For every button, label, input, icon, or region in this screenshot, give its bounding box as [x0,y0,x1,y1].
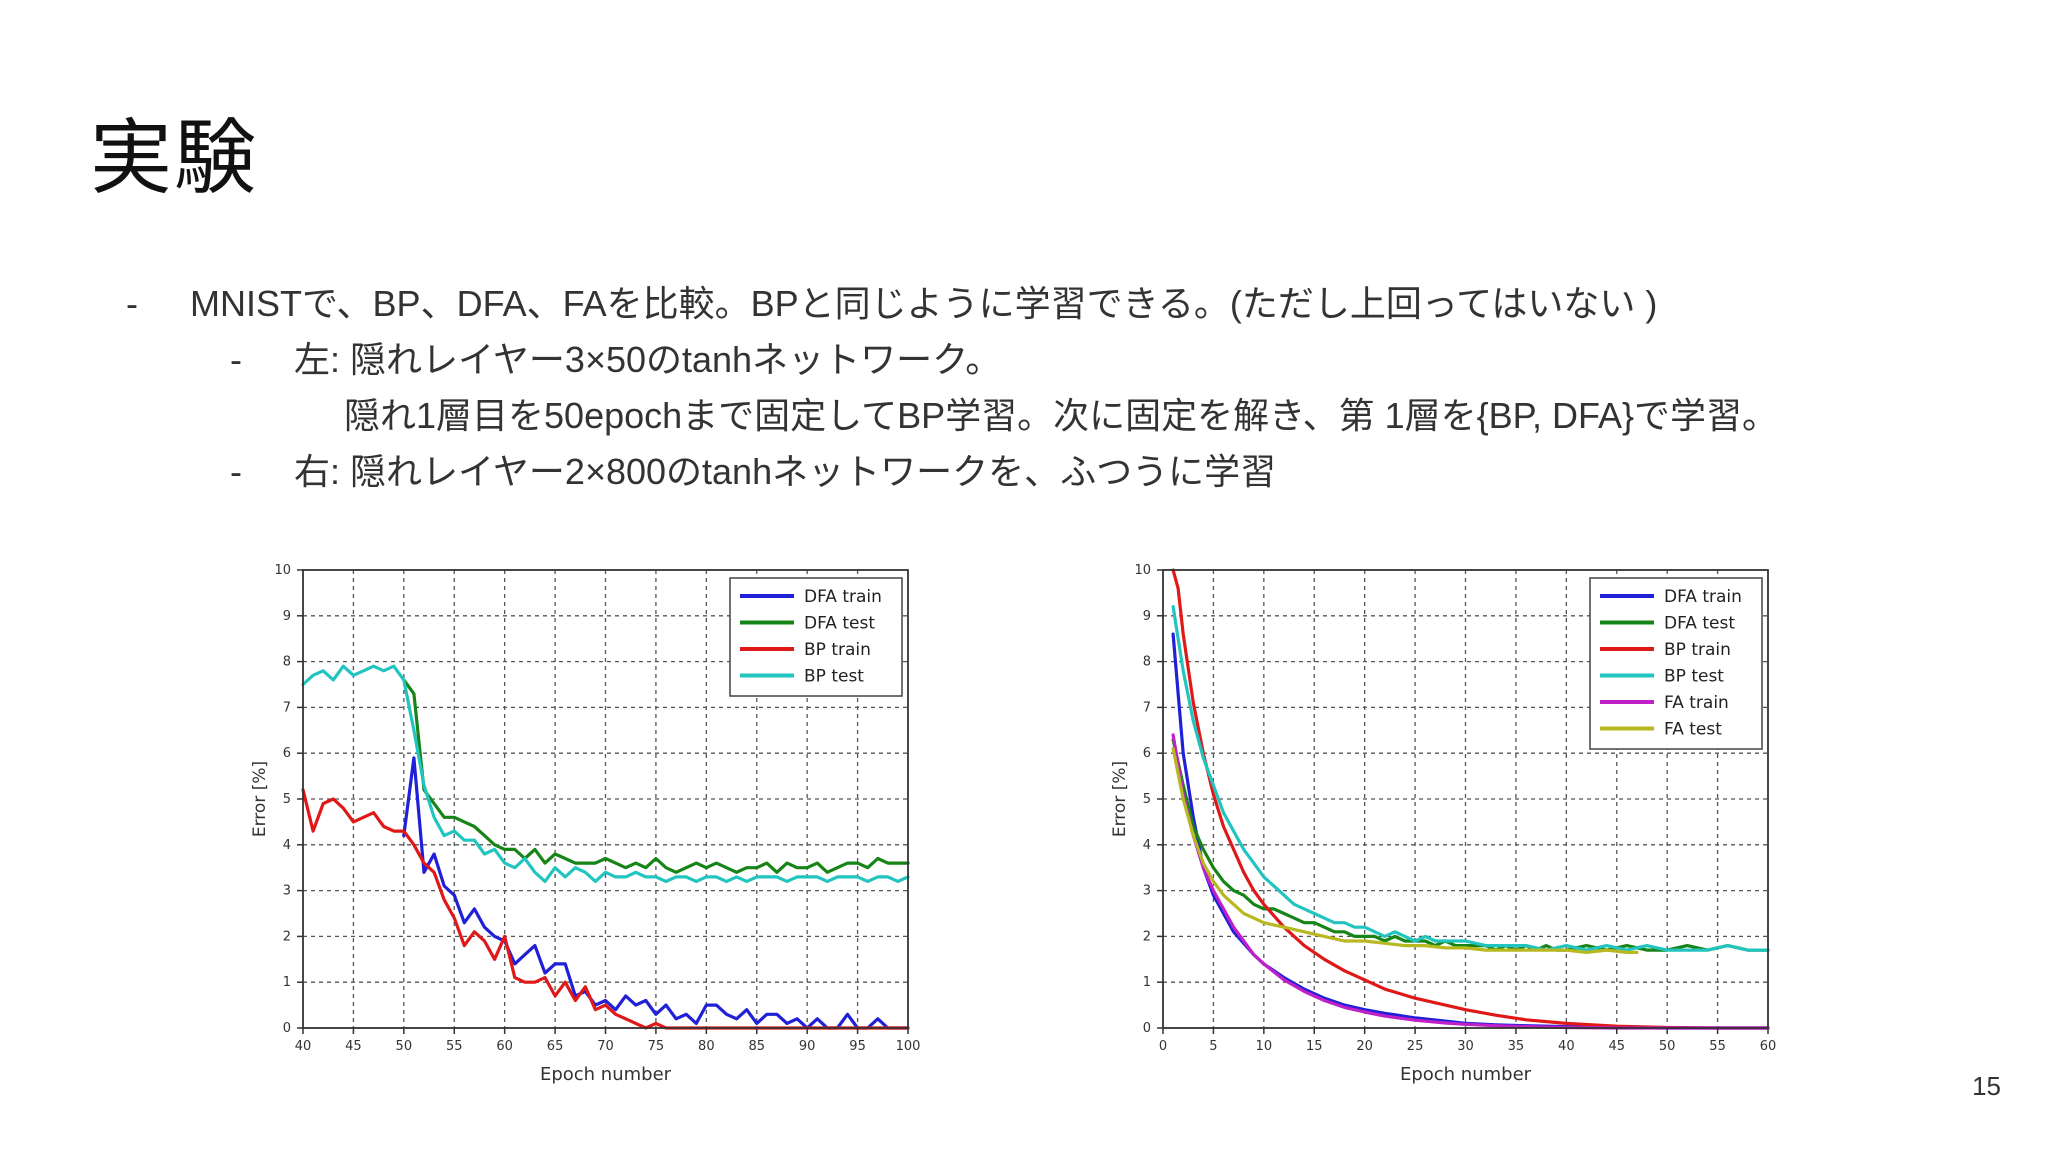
bullet-text: MNISTで、BP、DFA、FAを比較。BPと同じように学習できる。(ただし上回… [190,283,1658,324]
y-tick-label: 0 [283,1021,291,1036]
legend: DFA train DFA test BP train BP test [729,577,903,697]
bullet-item: - MNISTで、BP、DFA、FAを比較。BPと同じように学習できる。(ただし… [126,276,2006,332]
y-tick-label: 0 [1143,1021,1151,1036]
legend-label: BP train [1664,640,1731,660]
y-tick-label: 3 [1143,884,1151,899]
series-line-dfa-train [402,756,910,1030]
x-tick-label: 65 [547,1039,564,1054]
x-tick-label: 70 [597,1039,614,1054]
x-tick-label: 50 [1659,1039,1676,1054]
series-line-dfa-test [402,678,910,874]
x-tick-label: 90 [799,1039,816,1054]
y-tick-label: 7 [283,700,291,715]
x-tick-label: 85 [748,1039,765,1054]
y-tick-label: 2 [283,929,291,944]
x-tick-label: 60 [496,1039,513,1054]
bullet-text: 右: 隠れレイヤー2×800のtanhネットワークを、ふつうに学習 [294,451,1277,492]
x-tick-label: 20 [1356,1039,1373,1054]
y-tick-label: 5 [1143,792,1151,807]
y-tick-label: 7 [1143,700,1151,715]
x-tick-label: 45 [1608,1039,1625,1054]
bullet-text: 左: 隠れレイヤー3×50のtanhネットワーク。 [294,339,1002,380]
legend-label: DFA train [1664,587,1742,607]
right-error-chart: 0 5 10 15 20 25 30 35 40 45 50 55 60012345678910Epoc… [1110,563,1777,1085]
bullet-list: - MNISTで、BP、DFA、FAを比較。BPと同じように学習できる。(ただし… [126,276,2006,500]
y-tick-label: 1 [283,975,291,990]
y-tick-label: 10 [274,563,291,578]
x-tick-label: 60 [1760,1039,1777,1054]
x-tick-label: 40 [1558,1039,1575,1054]
x-tick-label: 55 [446,1039,463,1054]
y-tick-label: 4 [1143,838,1151,853]
y-tick-label: 9 [283,609,291,624]
y-tick-label: 1 [1143,975,1151,990]
y-tick-label: 3 [283,884,291,899]
x-tick-label: 30 [1457,1039,1474,1054]
x-tick-label: 25 [1407,1039,1424,1054]
legend-label: BP train [804,640,871,660]
x-tick-label: 50 [396,1039,413,1054]
y-tick-label: 8 [283,655,291,670]
series-line-fa-test [1171,747,1639,954]
bullet-dash: - [230,339,242,380]
y-axis-label: Error [%] [250,761,270,837]
left-error-chart: 40 45 50 55 60 65 70 75 80 85 90 95 100012345678910E… [250,563,921,1085]
bullet-dash: - [126,283,138,324]
y-tick-label: 5 [283,792,291,807]
x-tick-label: 95 [849,1039,866,1054]
x-tick-label: 5 [1209,1039,1217,1054]
legend-label: BP test [1664,667,1724,687]
y-tick-label: 9 [1143,609,1151,624]
series-line-bp-test [301,664,910,883]
legend-label: DFA test [1664,614,1735,634]
x-tick-label: 40 [295,1039,312,1054]
legend: DFA train DFA test BP train BP test FA train… [1589,577,1763,750]
x-tick-label: 75 [648,1039,665,1054]
bullet-item: - 右: 隠れレイヤー2×800のtanhネットワークを、ふつうに学習 [126,444,2006,500]
x-tick-label: 80 [698,1039,715,1054]
x-tick-label: 0 [1159,1039,1167,1054]
legend-label: DFA test [804,614,875,634]
legend-label: DFA train [804,587,882,607]
bullet-text: 隠れ1層目を50epochまで固定してBP学習。次に固定を解き、第 1層を{BP… [344,395,1779,436]
y-tick-label: 2 [1143,929,1151,944]
x-axis-label: Epoch number [540,1064,672,1085]
legend-label: BP test [804,667,864,687]
x-axis-label: Epoch number [1400,1064,1532,1085]
y-tick-label: 8 [1143,655,1151,670]
bullet-dash: - [230,451,242,492]
legend-label: FA train [1664,693,1729,713]
x-tick-label: 35 [1508,1039,1525,1054]
x-tick-label: 100 [896,1039,921,1054]
x-tick-label: 45 [345,1039,362,1054]
slide-title: 実験 [90,113,259,204]
legend-box [1589,577,1763,750]
x-tick-label: 15 [1306,1039,1323,1054]
y-tick-label: 4 [283,838,291,853]
x-tick-label: 55 [1709,1039,1726,1054]
legend-label: FA test [1664,720,1722,740]
bullet-item: 隠れ1層目を50epochまで固定してBP学習。次に固定を解き、第 1層を{BP… [126,388,2006,444]
x-tick-label: 10 [1256,1039,1273,1054]
y-tick-label: 6 [1143,746,1151,761]
y-axis-label: Error [%] [1110,761,1130,837]
y-tick-label: 10 [1134,563,1151,578]
bullet-item: - 左: 隠れレイヤー3×50のtanhネットワーク。 [126,332,2006,388]
y-tick-label: 6 [283,746,291,761]
series-line-bp-test [1171,604,1770,952]
page-number: 15 [1972,1071,2001,1101]
